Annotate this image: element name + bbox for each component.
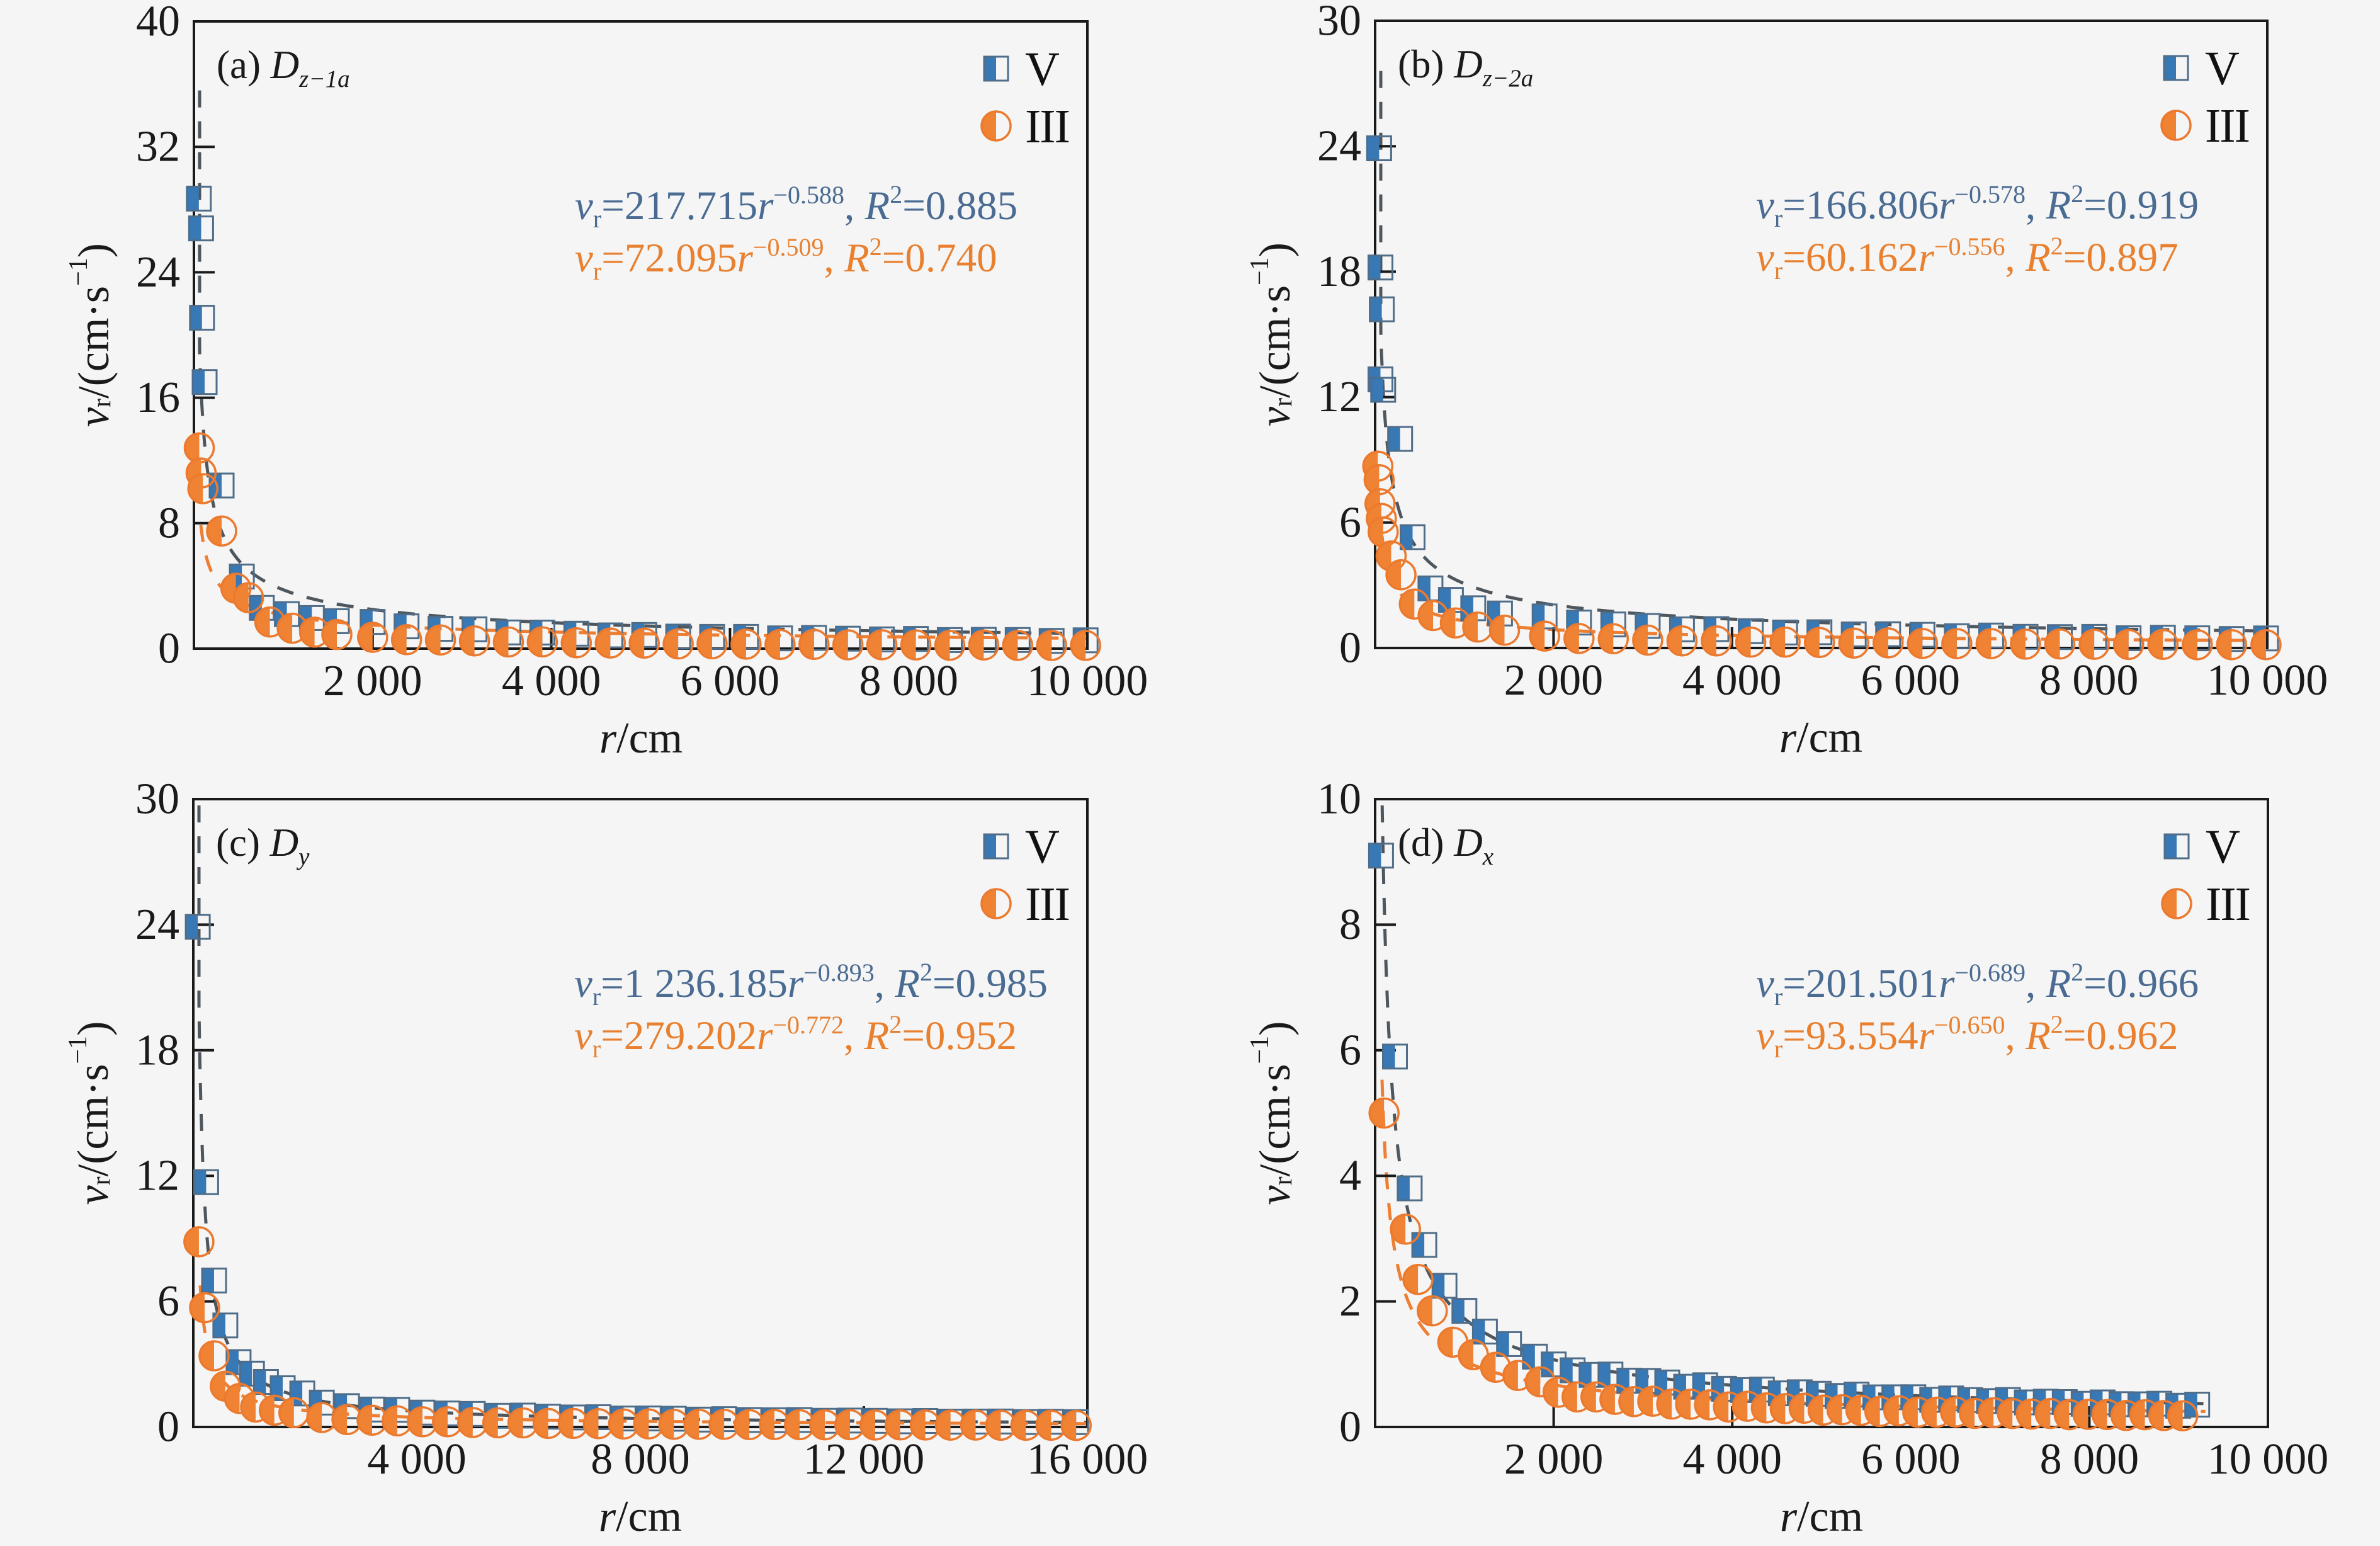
svg-text:vr/(cm·s−1): vr/(cm·s−1) <box>64 1021 118 1205</box>
svg-text:2 000: 2 000 <box>1504 656 1604 705</box>
svg-text:vr=93.554r−0.650, R2=0.962: vr=93.554r−0.650, R2=0.962 <box>1756 1010 2179 1063</box>
svg-text:8 000: 8 000 <box>591 1435 690 1484</box>
svg-text:0: 0 <box>157 1403 179 1452</box>
svg-text:4: 4 <box>1339 1152 1361 1200</box>
svg-text:6 000: 6 000 <box>681 657 780 705</box>
svg-text:0: 0 <box>158 625 180 673</box>
svg-text:30: 30 <box>1317 0 1361 45</box>
svg-text:r/cm: r/cm <box>1779 713 1862 762</box>
svg-text:6 000: 6 000 <box>1861 1435 1961 1484</box>
svg-text:(d) Dx: (d) Dx <box>1398 821 1494 870</box>
svg-text:0: 0 <box>1339 1403 1361 1452</box>
svg-text:12: 12 <box>1317 373 1361 421</box>
svg-text:r/cm: r/cm <box>599 714 683 763</box>
svg-text:18: 18 <box>1317 247 1361 296</box>
svg-text:24: 24 <box>136 248 180 297</box>
svg-text:V: V <box>1025 821 1060 873</box>
svg-text:III: III <box>2206 878 2250 931</box>
svg-text:30: 30 <box>135 775 179 824</box>
svg-text:III: III <box>2205 99 2249 152</box>
svg-text:V: V <box>1025 43 1060 96</box>
svg-text:III: III <box>1025 878 1069 931</box>
svg-text:vr/(cm·s−1): vr/(cm·s−1) <box>64 243 118 427</box>
svg-text:4 000: 4 000 <box>367 1435 467 1484</box>
svg-text:vr=1 236.185r−0.893, R2=0.985: vr=1 236.185r−0.893, R2=0.985 <box>574 958 1048 1011</box>
svg-text:40: 40 <box>136 0 180 46</box>
svg-text:12: 12 <box>135 1152 179 1200</box>
svg-text:6: 6 <box>1339 1026 1361 1074</box>
svg-text:2 000: 2 000 <box>1504 1435 1604 1484</box>
svg-text:8 000: 8 000 <box>2040 1435 2139 1484</box>
svg-text:r/cm: r/cm <box>1780 1492 1863 1541</box>
svg-text:V: V <box>2205 42 2240 95</box>
svg-text:6 000: 6 000 <box>1861 656 1960 705</box>
svg-text:12 000: 12 000 <box>803 1435 925 1484</box>
svg-text:4 000: 4 000 <box>1682 1435 1782 1484</box>
svg-text:4 000: 4 000 <box>1682 656 1782 705</box>
svg-text:vr=279.202r−0.772, R2=0.952: vr=279.202r−0.772, R2=0.952 <box>574 1010 1017 1063</box>
svg-text:4 000: 4 000 <box>502 657 601 705</box>
svg-text:8: 8 <box>1339 901 1361 949</box>
svg-text:10: 10 <box>1317 775 1361 824</box>
svg-text:16: 16 <box>136 373 180 422</box>
svg-text:vr/(cm·s−1): vr/(cm·s−1) <box>1245 242 1300 426</box>
svg-text:6: 6 <box>157 1277 179 1326</box>
svg-text:24: 24 <box>135 901 179 949</box>
svg-text:24: 24 <box>1317 122 1361 171</box>
svg-text:10 000: 10 000 <box>2207 656 2328 705</box>
svg-text:8 000: 8 000 <box>859 657 958 705</box>
svg-text:III: III <box>1025 100 1069 153</box>
svg-text:(a) Dz−1a: (a) Dz−1a <box>217 43 350 93</box>
svg-text:(c) Dy: (c) Dy <box>216 821 310 870</box>
svg-text:10 000: 10 000 <box>2207 1435 2329 1484</box>
svg-text:18: 18 <box>135 1026 179 1074</box>
svg-text:vr/(cm·s−1): vr/(cm·s−1) <box>1245 1021 1300 1205</box>
svg-text:r/cm: r/cm <box>599 1492 682 1541</box>
svg-text:2: 2 <box>1339 1277 1361 1326</box>
svg-text:8: 8 <box>158 499 180 547</box>
svg-text:vr=201.501r−0.689, R2=0.966: vr=201.501r−0.689, R2=0.966 <box>1756 958 2199 1011</box>
svg-text:vr=72.095r−0.509, R2=0.740: vr=72.095r−0.509, R2=0.740 <box>575 232 997 285</box>
svg-text:16 000: 16 000 <box>1027 1435 1148 1484</box>
svg-text:8 000: 8 000 <box>2039 656 2139 705</box>
svg-text:6: 6 <box>1339 498 1361 547</box>
svg-text:0: 0 <box>1339 624 1361 673</box>
svg-text:32: 32 <box>136 123 180 171</box>
svg-text:10 000: 10 000 <box>1027 657 1148 705</box>
svg-text:2 000: 2 000 <box>323 657 422 705</box>
svg-text:(b) Dz−2a: (b) Dz−2a <box>1398 42 1533 92</box>
svg-text:V: V <box>2206 821 2240 873</box>
svg-text:vr=60.162r−0.556, R2=0.897: vr=60.162r−0.556, R2=0.897 <box>1756 232 2179 285</box>
svg-text:vr=166.806r−0.578, R2=0.919: vr=166.806r−0.578, R2=0.919 <box>1756 179 2199 232</box>
svg-text:vr=217.715r−0.588, R2=0.885: vr=217.715r−0.588, R2=0.885 <box>575 180 1017 233</box>
